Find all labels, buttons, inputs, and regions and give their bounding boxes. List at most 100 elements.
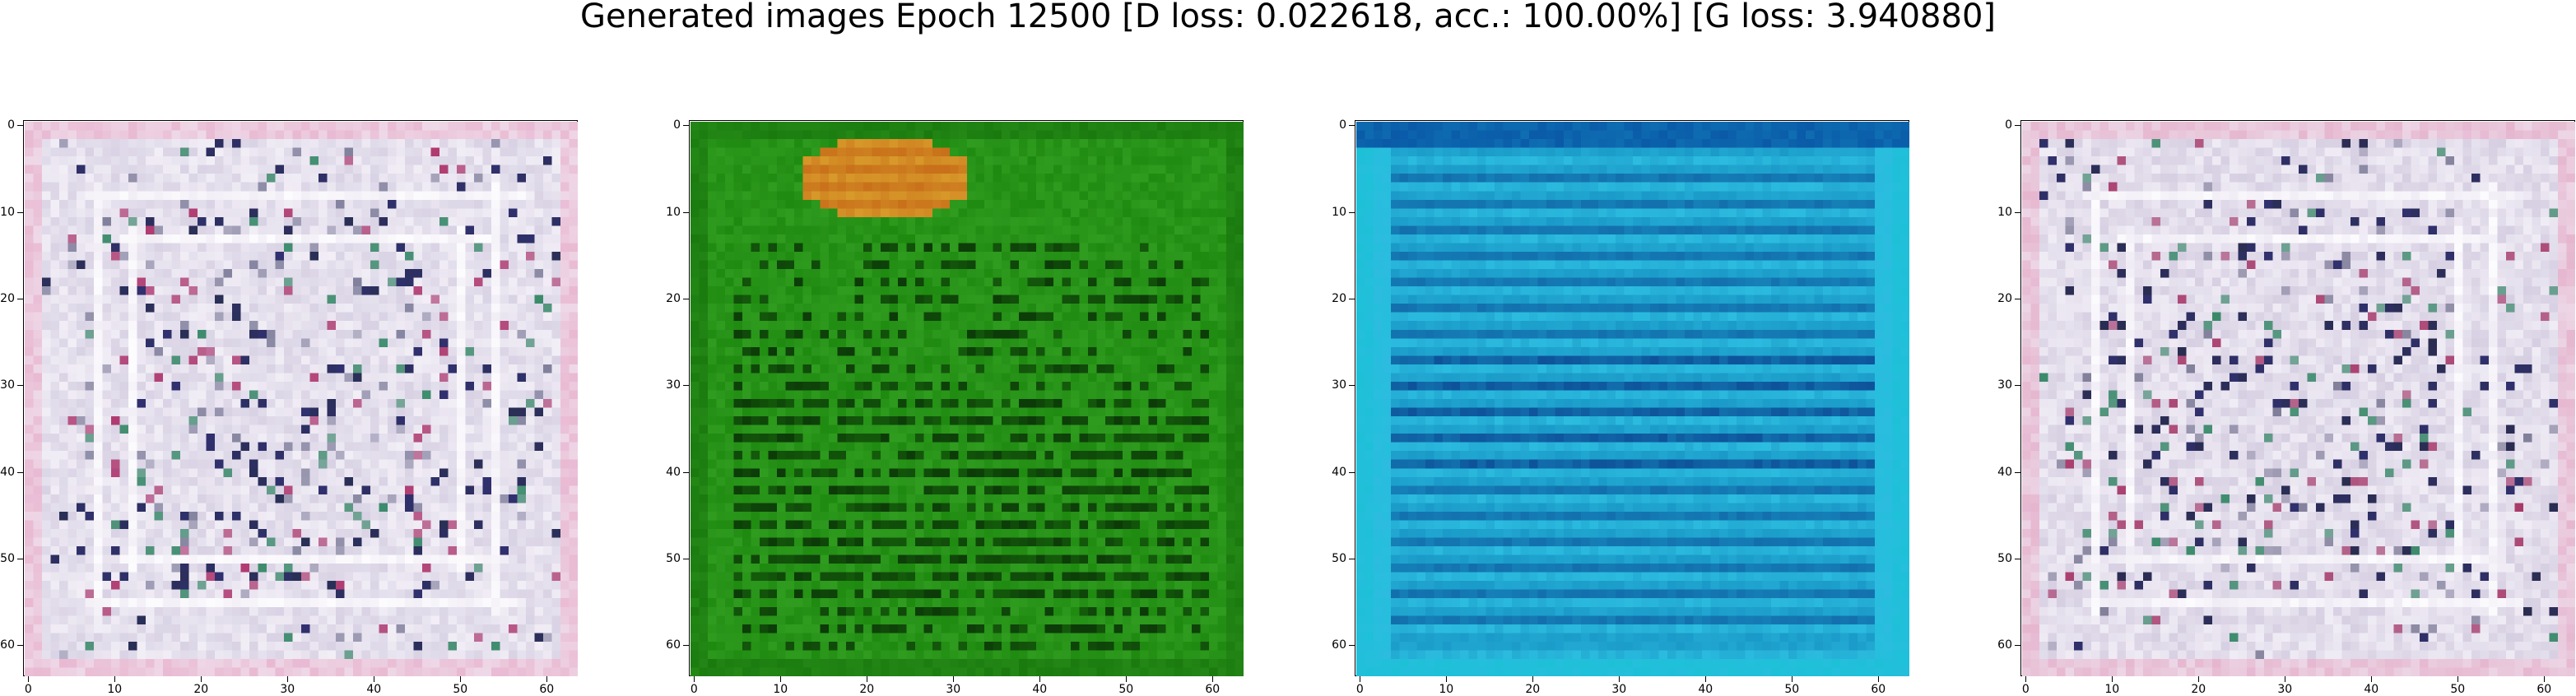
pixel: [405, 295, 415, 304]
pixel: [267, 130, 277, 140]
pixel: [59, 606, 69, 616]
pixel: [180, 329, 190, 339]
pixel: [128, 606, 138, 616]
pixel: [215, 650, 225, 660]
pixel: [448, 174, 458, 183]
pixel: [1002, 216, 1011, 226]
pixel: [975, 139, 985, 149]
pixel: [482, 554, 492, 564]
pixel: [457, 528, 467, 539]
pixel: [379, 494, 388, 503]
pixel: [206, 537, 216, 547]
pixel: [854, 139, 864, 149]
pixel: [396, 390, 406, 400]
pixel: [457, 174, 467, 183]
pixel: [430, 321, 440, 331]
pixel: [1071, 147, 1081, 157]
pixel: [111, 459, 121, 469]
pixel: [25, 139, 35, 149]
pixel: [388, 390, 398, 400]
pixel: [509, 234, 518, 244]
pixel: [353, 667, 363, 676]
pixel: [551, 650, 561, 660]
pixel: [111, 390, 121, 400]
pixel: [760, 130, 770, 140]
pixel: [448, 346, 458, 356]
pixel: [509, 451, 518, 461]
pixel: [551, 156, 561, 166]
pixel: [249, 304, 259, 313]
pixel: [439, 208, 449, 218]
pixel: [249, 295, 259, 304]
pixel: [353, 321, 363, 331]
pixel: [163, 581, 173, 591]
pixel: [111, 174, 121, 183]
pixel: [42, 572, 52, 582]
x-tick-label: 40: [366, 683, 382, 696]
pixel: [370, 606, 380, 616]
pixel: [457, 606, 467, 616]
pixel: [146, 182, 156, 192]
pixel: [474, 425, 484, 434]
pixel: [439, 425, 449, 434]
pixel: [526, 546, 536, 556]
pixel: [708, 234, 718, 244]
pixel: [67, 641, 77, 652]
pixel: [967, 156, 977, 166]
pixel: [474, 416, 484, 426]
pixel: [413, 216, 423, 226]
pixel: [1044, 199, 1054, 209]
pixel: [500, 165, 509, 174]
pixel: [25, 459, 35, 469]
pixel: [370, 442, 380, 452]
pixel: [388, 338, 398, 348]
pixel: [474, 338, 484, 348]
pixel: [327, 451, 337, 461]
pixel: [301, 511, 311, 522]
pixel: [319, 199, 328, 209]
pixel: [137, 216, 146, 226]
pixel: [77, 329, 86, 339]
pixel: [249, 520, 259, 530]
pixel: [932, 139, 942, 149]
pixel: [474, 174, 484, 183]
pixel: [59, 537, 69, 547]
pixel: [500, 589, 509, 599]
pixel: [180, 606, 190, 616]
pixel: [301, 381, 311, 392]
pixel: [275, 459, 285, 469]
pixel: [370, 295, 380, 304]
pixel: [206, 208, 216, 218]
pixel: [33, 191, 43, 201]
pixel: [309, 520, 319, 530]
pixel: [794, 174, 804, 183]
pixel: [439, 407, 449, 417]
pixel: [309, 355, 319, 365]
pixel: [1114, 156, 1123, 166]
pixel: [361, 286, 371, 296]
pixel: [319, 216, 328, 226]
pixel: [457, 147, 467, 157]
pixel: [188, 425, 198, 434]
pixel: [336, 407, 346, 417]
pixel: [327, 373, 337, 383]
pixel: [517, 147, 527, 157]
pixel: [413, 191, 423, 201]
pixel: [344, 208, 354, 218]
pixel: [275, 165, 285, 174]
pixel: [128, 312, 138, 322]
pixel: [319, 494, 328, 503]
pixel: [180, 182, 190, 192]
pixel: [353, 476, 363, 486]
pixel: [993, 122, 1002, 132]
pixel: [465, 216, 475, 226]
pixel: [422, 425, 432, 434]
pixel: [215, 554, 225, 564]
pixel: [119, 165, 129, 174]
pixel: [85, 338, 95, 348]
pixel: [491, 598, 501, 608]
pixel: [457, 191, 467, 201]
pixel: [543, 667, 553, 676]
pixel: [569, 191, 578, 201]
pixel: [267, 598, 277, 608]
